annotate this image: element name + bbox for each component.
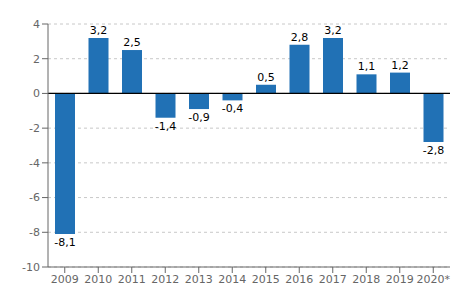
svg-text:2012: 2012	[151, 273, 179, 286]
svg-text:2018: 2018	[352, 273, 380, 286]
svg-text:2015: 2015	[252, 273, 280, 286]
svg-text:4: 4	[33, 18, 40, 31]
svg-text:2017: 2017	[319, 273, 347, 286]
svg-text:-8: -8	[29, 226, 40, 239]
svg-text:2,8: 2,8	[291, 31, 309, 44]
svg-text:-1,4: -1,4	[155, 120, 176, 133]
svg-text:-2,8: -2,8	[423, 144, 444, 157]
svg-text:-0,4: -0,4	[222, 102, 243, 115]
svg-text:0,5: 0,5	[257, 71, 275, 84]
svg-text:2,5: 2,5	[123, 36, 141, 49]
svg-text:-6: -6	[29, 191, 40, 204]
svg-text:1,1: 1,1	[358, 60, 376, 73]
svg-text:2019: 2019	[386, 273, 414, 286]
svg-text:2014: 2014	[218, 273, 246, 286]
svg-text:-4: -4	[29, 157, 40, 170]
svg-text:0: 0	[33, 87, 40, 100]
svg-text:2: 2	[33, 53, 40, 66]
svg-text:1,2: 1,2	[391, 59, 409, 72]
svg-text:2011: 2011	[118, 273, 146, 286]
svg-text:-0,9: -0,9	[188, 111, 209, 124]
svg-text:3,2: 3,2	[90, 24, 108, 37]
svg-text:-2: -2	[29, 122, 40, 135]
svg-text:2016: 2016	[285, 273, 313, 286]
svg-text:3,2: 3,2	[324, 24, 342, 37]
svg-text:2013: 2013	[185, 273, 213, 286]
svg-text:-10: -10	[22, 261, 40, 274]
svg-text:-8,1: -8,1	[54, 236, 75, 249]
svg-text:2010: 2010	[84, 273, 112, 286]
svg-text:2009: 2009	[51, 273, 79, 286]
svg-text:2020*: 2020*	[417, 273, 451, 286]
